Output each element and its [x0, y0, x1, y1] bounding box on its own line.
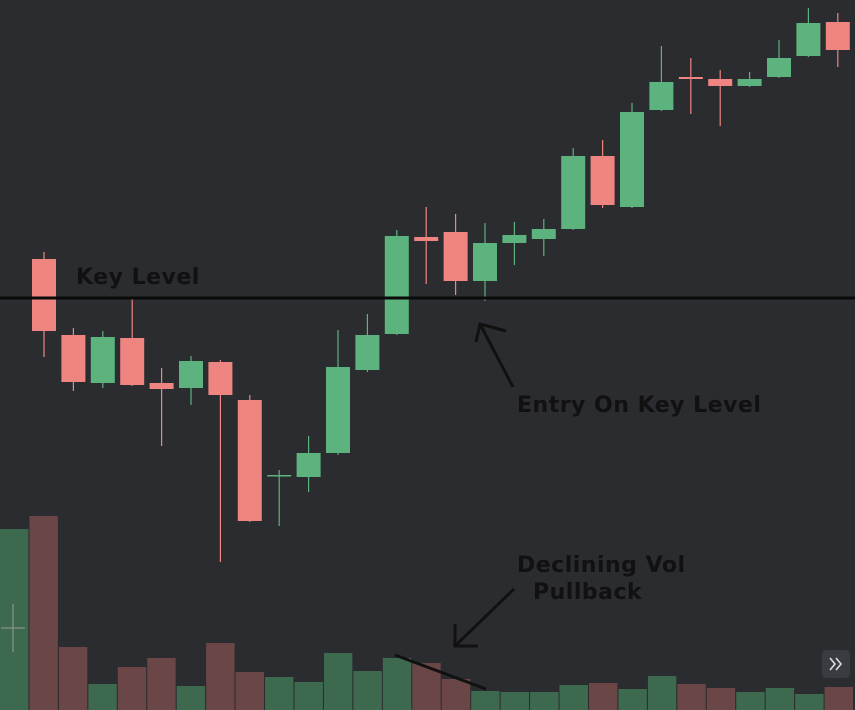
volume-pane	[0, 516, 853, 710]
volume-bar	[647, 676, 677, 710]
candle-body	[708, 79, 733, 86]
annotation: Entry On Key Level	[517, 393, 761, 418]
volume-bar	[471, 691, 500, 710]
price-pane	[0, 8, 855, 562]
candle-body	[384, 236, 409, 334]
candle-body	[649, 82, 674, 110]
candle-body	[737, 79, 762, 86]
volume-bar	[677, 684, 706, 710]
candle-body	[149, 383, 174, 389]
volume-bar	[706, 688, 736, 710]
volume-bar	[500, 692, 530, 710]
candle-body	[237, 400, 262, 521]
candle-body	[61, 335, 86, 382]
volume-bar	[29, 516, 58, 710]
volume-bar	[530, 692, 559, 710]
candle-body	[561, 156, 586, 229]
candle-body	[796, 23, 821, 56]
volume-bar	[736, 692, 765, 710]
arrow	[474, 322, 515, 388]
candle-body	[414, 237, 439, 241]
candle-body	[90, 337, 115, 383]
volume-bar	[353, 671, 382, 710]
candle-body	[355, 335, 380, 370]
candle-body	[208, 362, 233, 395]
crosshair	[1, 604, 25, 652]
volume-bar	[382, 658, 412, 710]
candle-body	[326, 367, 350, 453]
volume-bar	[559, 685, 588, 710]
volume-bar	[206, 643, 235, 710]
volume-bar	[117, 667, 147, 710]
volume-bar	[824, 687, 853, 710]
volume-bar	[0, 529, 29, 710]
annotation: Declining Vol	[517, 553, 686, 578]
volume-bar	[265, 677, 294, 710]
candle-body	[32, 259, 56, 331]
candle-body	[267, 475, 292, 477]
volume-bar	[176, 686, 206, 710]
volume-bar	[323, 653, 353, 710]
candle-body	[120, 338, 145, 385]
volume-bar	[765, 688, 795, 710]
volume-bar	[294, 682, 323, 710]
candle-body	[473, 243, 497, 281]
candle-body	[531, 229, 556, 239]
candle-body	[443, 232, 468, 281]
volume-bar	[618, 689, 647, 710]
candle-body	[825, 22, 850, 50]
candle-body	[590, 156, 615, 205]
candle-body	[296, 453, 321, 477]
volume-bar	[441, 679, 471, 710]
annotation: Pullback	[533, 580, 643, 605]
key-level-label: Key Level	[76, 265, 200, 290]
candle-body	[179, 361, 203, 388]
volume-bar	[58, 647, 88, 710]
scroll-button[interactable]	[822, 650, 850, 678]
volume-bar	[147, 658, 176, 710]
trend-line	[394, 653, 487, 691]
candle-body	[502, 235, 527, 243]
candle-body	[767, 58, 791, 77]
candle-body	[678, 77, 703, 79]
arrow	[453, 587, 516, 648]
volume-bar	[88, 684, 117, 710]
candle-body	[620, 112, 644, 207]
volume-bar	[235, 672, 264, 710]
volume-bar	[589, 683, 618, 710]
volume-bar	[795, 694, 824, 710]
